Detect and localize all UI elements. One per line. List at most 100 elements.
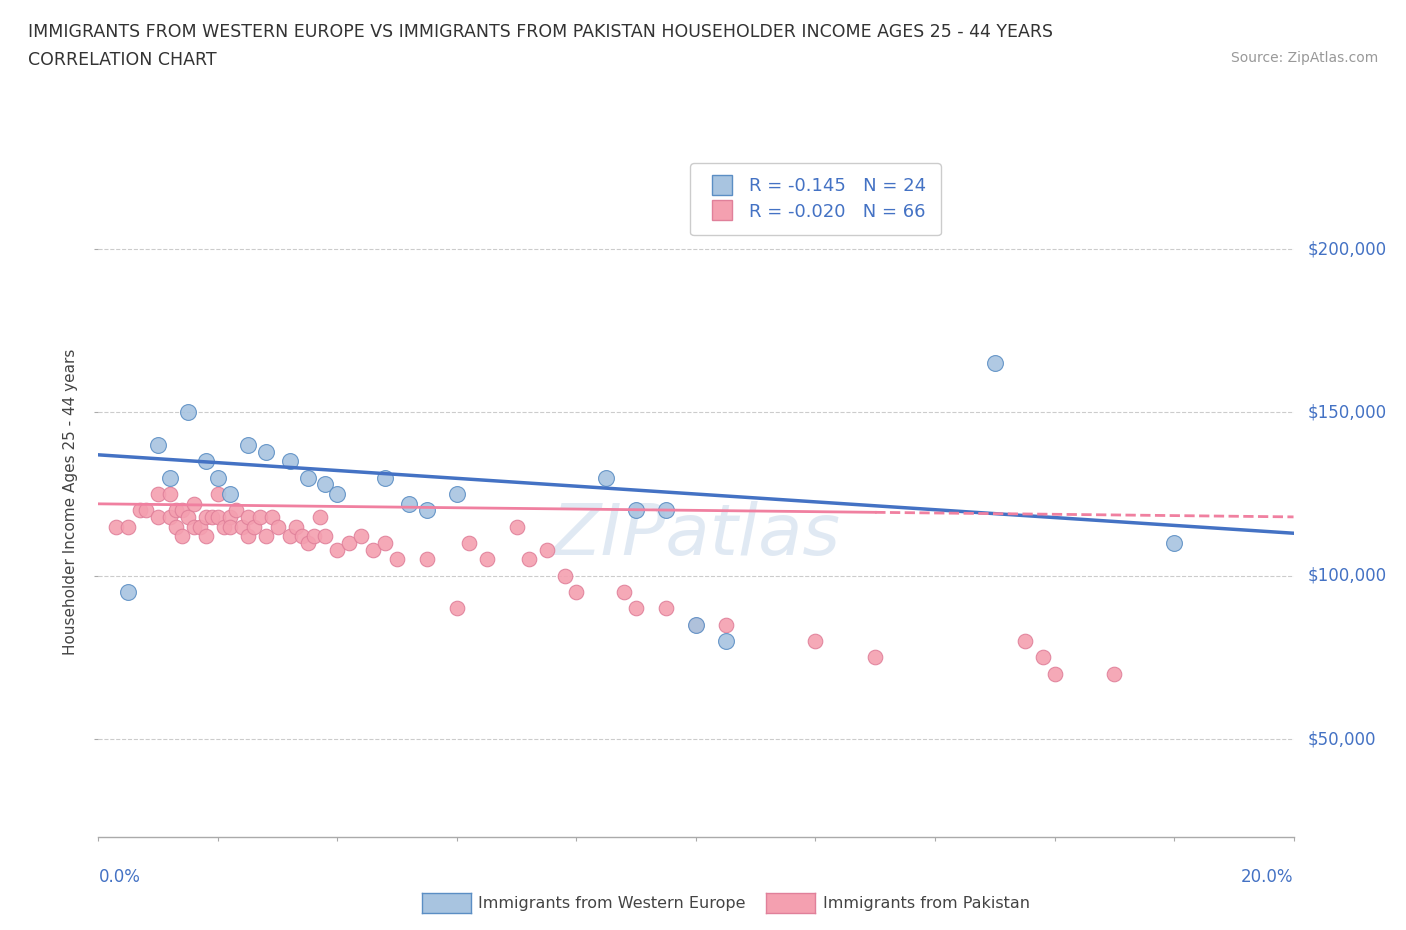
Text: Source: ZipAtlas.com: Source: ZipAtlas.com [1230,51,1378,65]
Point [655,503,678,518]
Point [284,519,307,534]
Point [326,542,349,557]
Point [398,497,420,512]
Point [315,529,337,544]
Point [159,486,181,501]
Point [177,405,200,419]
Point [254,529,277,544]
Point [685,618,707,632]
Legend: R = -0.145   N = 24, R = -0.020   N = 66: R = -0.145 N = 24, R = -0.020 N = 66 [690,163,941,235]
Point [165,503,187,518]
Point [624,503,647,518]
Point [194,529,218,544]
Point [865,650,887,665]
Point [374,536,396,551]
Point [363,542,385,557]
Point [188,519,211,534]
Point [416,503,439,518]
Point [1104,666,1126,681]
Point [297,471,319,485]
Text: $100,000: $100,000 [1308,566,1386,585]
Point [260,510,283,525]
Point [1163,536,1185,551]
Point [117,585,139,600]
Text: $200,000: $200,000 [1308,240,1386,258]
Point [254,445,277,459]
Text: 20.0%: 20.0% [1241,868,1294,885]
Point [105,519,128,534]
Point [595,471,617,485]
Point [219,519,242,534]
Point [194,454,218,469]
Point [236,438,259,453]
Point [613,585,636,600]
Point [1043,666,1066,681]
Point [804,633,827,648]
Point [236,510,259,525]
Point [624,601,647,616]
Point [148,510,170,525]
Point [212,519,235,534]
Point [385,551,409,566]
Text: CORRELATION CHART: CORRELATION CHART [28,51,217,69]
Point [194,510,218,525]
Point [148,486,170,501]
Point [517,551,540,566]
Point [148,438,170,453]
Point [135,503,157,518]
Point [1032,650,1054,665]
Point [159,510,181,525]
Point [290,529,312,544]
Point [183,519,205,534]
Point [655,601,678,616]
Point [297,536,319,551]
Point [1014,633,1036,648]
Point [714,618,737,632]
Point [278,454,301,469]
Point [315,477,337,492]
Text: $150,000: $150,000 [1308,404,1386,421]
Point [446,601,468,616]
Text: Immigrants from Pakistan: Immigrants from Pakistan [823,896,1029,910]
Point [207,510,229,525]
Point [475,551,498,566]
Point [458,536,481,551]
Point [374,471,396,485]
Point [219,510,242,525]
Point [159,471,181,485]
Point [278,529,301,544]
Point [207,486,229,501]
Text: ZIPatlas: ZIPatlas [551,501,841,570]
Point [350,529,373,544]
Y-axis label: Householder Income Ages 25 - 44 years: Householder Income Ages 25 - 44 years [63,349,79,656]
Point [225,503,247,518]
Point [554,568,576,583]
Point [506,519,529,534]
Point [565,585,588,600]
Point [172,529,194,544]
Point [249,510,271,525]
Point [207,471,229,485]
Point [231,519,253,534]
Point [201,510,224,525]
Point [219,486,242,501]
Point [416,551,439,566]
Point [446,486,468,501]
Point [714,633,737,648]
Point [117,519,139,534]
Point [165,519,187,534]
Point [177,510,200,525]
Point [129,503,152,518]
Point [172,503,194,518]
Text: $50,000: $50,000 [1308,730,1376,748]
Point [236,529,259,544]
Point [536,542,558,557]
Point [685,618,707,632]
Point [243,519,266,534]
Text: 0.0%: 0.0% [98,868,141,885]
Text: Immigrants from Western Europe: Immigrants from Western Europe [478,896,745,910]
Point [183,497,205,512]
Point [267,519,290,534]
Point [983,356,1005,371]
Point [326,486,349,501]
